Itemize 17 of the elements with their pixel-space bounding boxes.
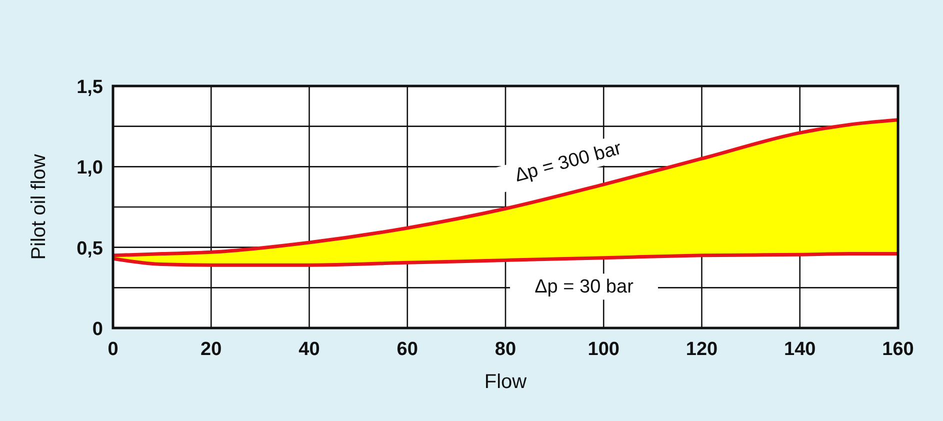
x-axis-title: Flow — [484, 371, 528, 393]
x-tick-label: 140 — [784, 339, 816, 360]
y-tick-label: 0,5 — [76, 238, 104, 260]
x-tick-label: 80 — [494, 339, 516, 360]
series-label: Δp = 30 bar — [534, 276, 634, 298]
y-tick-label: 1,0 — [76, 158, 103, 179]
text: Δp = 300 bar — [512, 138, 624, 186]
x-tick-label: 100 — [588, 339, 620, 360]
x-tick-label: 40 — [298, 339, 320, 360]
y-axis-title: Pilot oil flow — [28, 154, 50, 260]
x-tick-label: 160 — [882, 339, 914, 360]
x-tick-label: 20 — [200, 339, 222, 360]
y-tick-label: 0 — [92, 319, 103, 340]
x-tick-label: 60 — [396, 339, 418, 360]
x-tick-label: 120 — [686, 339, 718, 360]
x-tick-label: 0 — [108, 339, 118, 360]
y-tick-label: 1,5 — [76, 77, 104, 98]
